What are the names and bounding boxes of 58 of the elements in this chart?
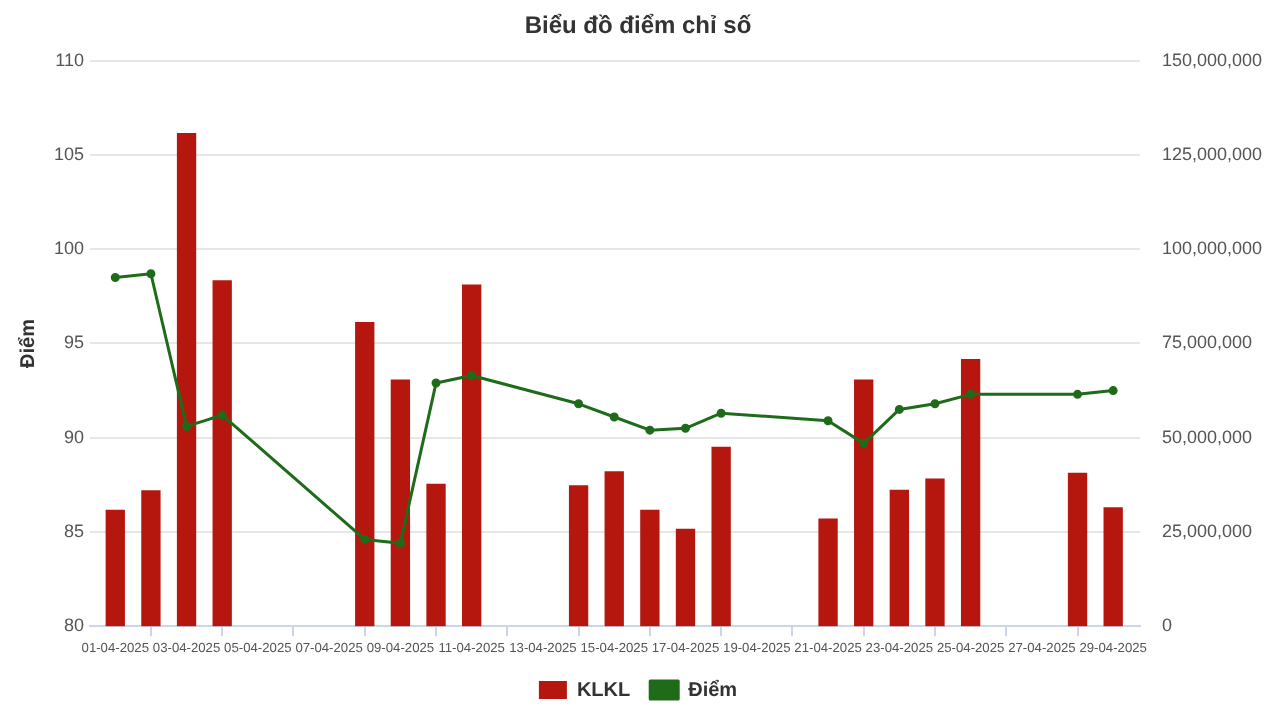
point xyxy=(1073,389,1083,399)
bar xyxy=(390,379,411,627)
legend-label: KLKL xyxy=(576,679,631,702)
bar xyxy=(1103,507,1123,627)
bar xyxy=(141,490,161,627)
bar xyxy=(604,471,624,627)
bar xyxy=(889,489,909,627)
point xyxy=(431,378,441,388)
bar xyxy=(176,132,197,627)
y-tick-label: 85 xyxy=(64,520,85,541)
point xyxy=(930,399,940,409)
y-tick-label: 80 xyxy=(64,615,85,636)
bar xyxy=(568,485,589,627)
y-tick-label: 95 xyxy=(64,332,85,353)
bar xyxy=(925,478,945,627)
bar xyxy=(675,528,696,627)
y2-tick-label: 150,000,000 xyxy=(1161,49,1263,70)
point xyxy=(645,425,655,435)
bar xyxy=(462,284,482,627)
bar xyxy=(854,379,874,627)
point xyxy=(110,273,120,283)
bar xyxy=(711,446,731,627)
point xyxy=(182,421,192,431)
point xyxy=(467,371,477,381)
y-tick-label: 100 xyxy=(53,238,85,259)
bar xyxy=(1067,472,1088,627)
y-tick-label: 110 xyxy=(55,49,85,70)
y-tick-label: 90 xyxy=(64,426,85,447)
point xyxy=(681,423,690,433)
bar xyxy=(355,322,375,627)
bar xyxy=(818,518,838,627)
bar xyxy=(960,359,981,627)
bar xyxy=(212,280,232,627)
bar xyxy=(426,483,446,627)
point xyxy=(823,416,833,426)
point xyxy=(894,404,904,414)
bar xyxy=(105,509,125,627)
point xyxy=(360,534,370,544)
y2-tick-label: 75,000,000 xyxy=(1161,332,1252,353)
y2-tick-label: 0 xyxy=(1161,615,1172,636)
point xyxy=(859,438,869,448)
y2-tick-label: 25,000,000 xyxy=(1161,520,1252,541)
legend-label: Điểm xyxy=(688,677,738,702)
point xyxy=(609,412,619,422)
point xyxy=(1108,386,1118,396)
y2-tick-label: 125,000,000 xyxy=(1161,144,1263,164)
y-tick-label: 105 xyxy=(53,144,85,164)
point xyxy=(574,399,584,409)
bar xyxy=(640,509,660,627)
point xyxy=(716,408,726,418)
y2-tick-label: 50,000,000 xyxy=(1161,426,1252,447)
y-axis-title: Điểm xyxy=(15,318,40,368)
chart-title: Biểu đồ điểm chỉ số xyxy=(524,11,752,40)
point xyxy=(966,389,976,399)
y2-tick-label: 100,000,000 xyxy=(1161,238,1263,259)
point xyxy=(395,538,405,548)
point xyxy=(217,410,227,420)
point xyxy=(146,269,156,279)
